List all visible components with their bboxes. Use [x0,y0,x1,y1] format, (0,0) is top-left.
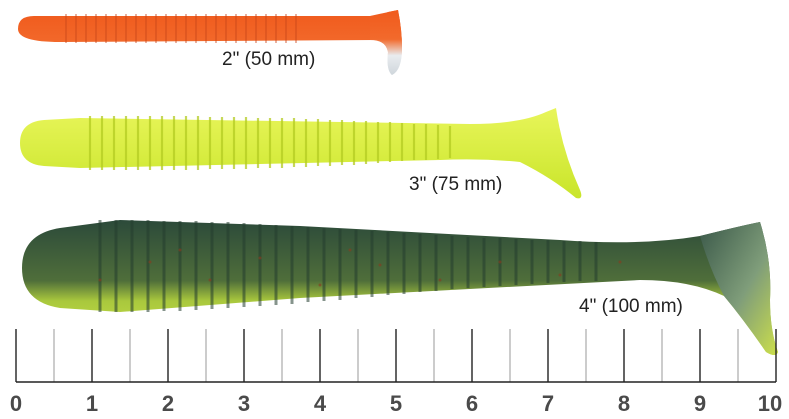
ruler-minor-ticks [53,329,739,382]
ruler-number-0: 0 [9,391,23,416]
ruler-number-1: 1 [85,391,99,416]
ruler-number-2: 2 [161,391,175,416]
lure-3-size-label: 3" (75 mm) [409,174,503,195]
ruler-number-6: 6 [465,391,479,416]
ruler-number-10: 10 [757,391,783,416]
ruler-number-5: 5 [389,391,403,416]
lure-2-size-label: 2" (50 mm) [222,49,316,70]
ruler-number-9: 9 [693,391,707,416]
ruler-number-3: 3 [237,391,251,416]
ruler-number-7: 7 [541,391,555,416]
ruler-major-ticks [15,329,777,382]
lure-4-inch [22,220,778,355]
ruler-number-8: 8 [617,391,631,416]
lure-4-size-label: 4" (100 mm) [579,296,683,317]
ruler-number-4: 4 [313,391,327,416]
lure-3-inch [20,108,582,199]
lure-2-inch [18,10,402,75]
